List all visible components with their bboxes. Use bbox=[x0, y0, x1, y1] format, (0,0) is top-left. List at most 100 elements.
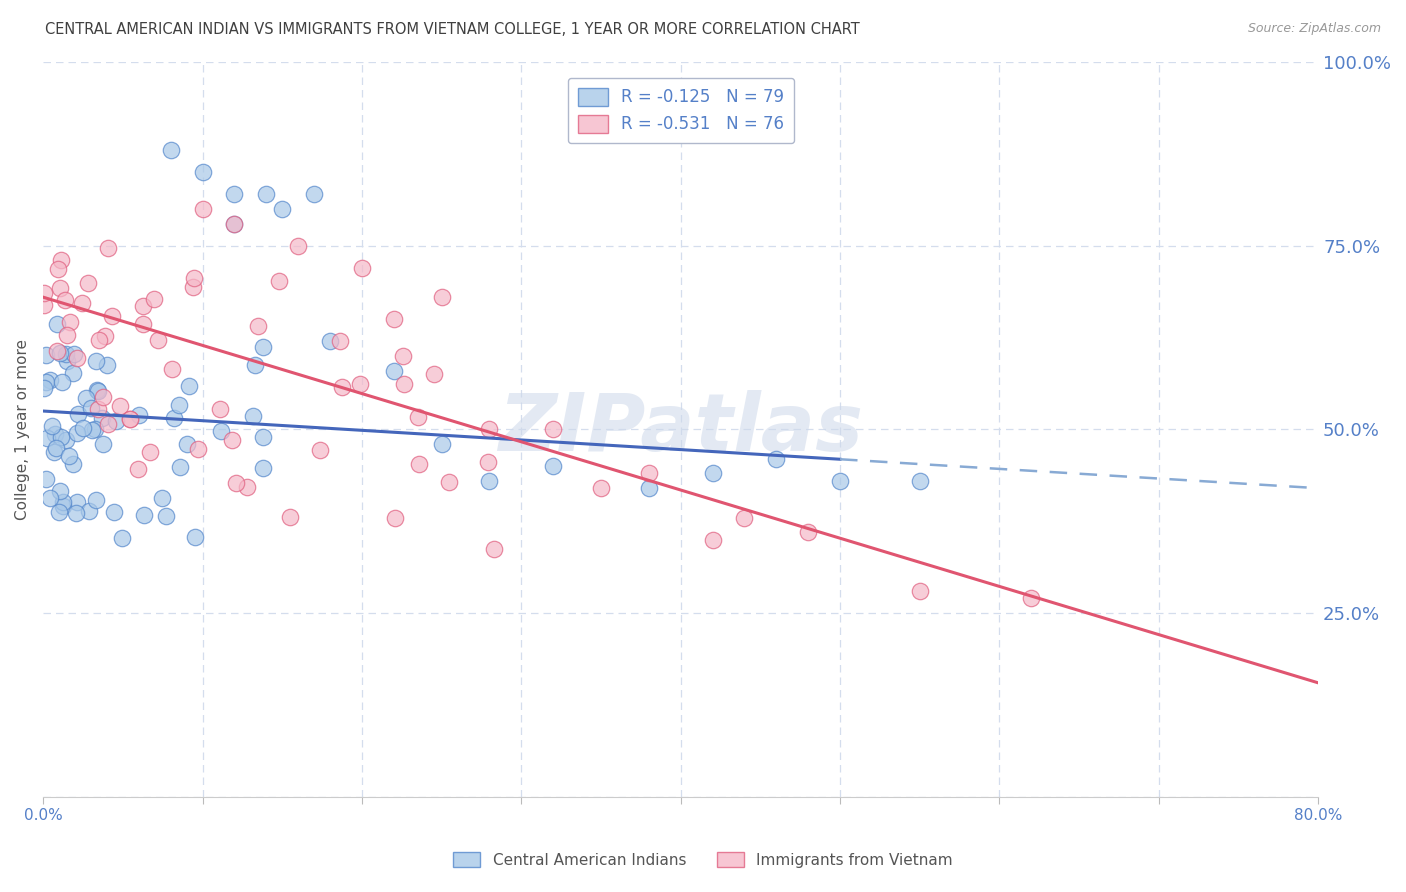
Point bbox=[62, 347, 84, 361]
Point bbox=[52, 500, 75, 514]
Point bbox=[35, 375, 58, 389]
Point bbox=[184, 530, 207, 544]
Point bbox=[541, 422, 564, 436]
Point bbox=[80, 423, 103, 437]
Point bbox=[138, 445, 160, 459]
Point bbox=[329, 334, 352, 349]
Point bbox=[349, 376, 371, 391]
Point bbox=[430, 290, 453, 304]
Point bbox=[408, 458, 430, 472]
Point bbox=[80, 401, 103, 415]
Point bbox=[66, 426, 89, 441]
Point bbox=[75, 391, 97, 405]
Point bbox=[242, 409, 264, 424]
Point bbox=[97, 241, 120, 255]
Point bbox=[252, 340, 274, 354]
Point bbox=[236, 480, 259, 494]
Point bbox=[478, 474, 501, 488]
Point bbox=[183, 271, 205, 285]
Point bbox=[93, 329, 115, 343]
Point bbox=[254, 187, 277, 202]
Point bbox=[120, 412, 142, 426]
Point bbox=[87, 401, 110, 416]
Point bbox=[143, 292, 166, 306]
Point bbox=[191, 165, 214, 179]
Point bbox=[191, 202, 214, 216]
Point bbox=[637, 467, 659, 481]
Point bbox=[83, 422, 105, 436]
Point bbox=[32, 298, 55, 312]
Point bbox=[52, 495, 75, 509]
Point bbox=[49, 281, 72, 295]
Point bbox=[132, 317, 155, 331]
Point bbox=[127, 462, 149, 476]
Point bbox=[477, 455, 499, 469]
Point bbox=[51, 375, 73, 389]
Point bbox=[90, 411, 112, 425]
Point bbox=[437, 475, 460, 489]
Point bbox=[44, 427, 66, 442]
Point bbox=[221, 433, 243, 447]
Point bbox=[176, 437, 198, 451]
Point bbox=[128, 408, 150, 422]
Point bbox=[42, 445, 65, 459]
Point bbox=[56, 327, 79, 342]
Point bbox=[224, 217, 246, 231]
Point bbox=[478, 422, 501, 436]
Point bbox=[309, 442, 332, 457]
Point bbox=[93, 437, 115, 451]
Point bbox=[97, 417, 120, 431]
Point bbox=[49, 430, 72, 444]
Point bbox=[77, 277, 100, 291]
Point bbox=[589, 481, 612, 495]
Point bbox=[55, 433, 77, 447]
Point bbox=[225, 476, 247, 491]
Point bbox=[208, 402, 231, 417]
Point bbox=[382, 312, 405, 326]
Point bbox=[49, 484, 72, 499]
Point bbox=[163, 410, 186, 425]
Point bbox=[332, 380, 354, 394]
Point bbox=[541, 459, 564, 474]
Point bbox=[59, 315, 82, 329]
Point bbox=[39, 373, 62, 387]
Point bbox=[132, 508, 155, 522]
Point bbox=[702, 533, 724, 547]
Point bbox=[62, 457, 84, 471]
Point bbox=[45, 441, 67, 455]
Point bbox=[384, 510, 406, 524]
Point bbox=[91, 390, 114, 404]
Point bbox=[58, 449, 80, 463]
Point bbox=[96, 358, 118, 372]
Point bbox=[100, 310, 122, 324]
Point bbox=[278, 510, 301, 524]
Point bbox=[162, 362, 184, 376]
Point bbox=[62, 366, 84, 380]
Point bbox=[89, 334, 111, 348]
Point bbox=[35, 348, 58, 362]
Point bbox=[245, 358, 267, 372]
Point bbox=[41, 419, 63, 434]
Point bbox=[247, 318, 270, 333]
Point bbox=[733, 510, 755, 524]
Point bbox=[224, 217, 246, 231]
Point bbox=[84, 354, 107, 368]
Point bbox=[32, 381, 55, 395]
Text: ZIPatlas: ZIPatlas bbox=[498, 391, 863, 468]
Point bbox=[66, 407, 89, 421]
Point bbox=[32, 285, 55, 300]
Point bbox=[66, 351, 89, 366]
Point bbox=[132, 299, 155, 313]
Point bbox=[269, 274, 291, 288]
Point bbox=[56, 353, 79, 368]
Point bbox=[46, 261, 69, 276]
Point bbox=[72, 421, 94, 435]
Point bbox=[45, 343, 67, 358]
Point bbox=[181, 280, 204, 294]
Point bbox=[287, 239, 309, 253]
Point bbox=[35, 472, 58, 486]
Point bbox=[49, 346, 72, 360]
Point bbox=[49, 252, 72, 267]
Point bbox=[392, 377, 415, 392]
Point bbox=[177, 379, 200, 393]
